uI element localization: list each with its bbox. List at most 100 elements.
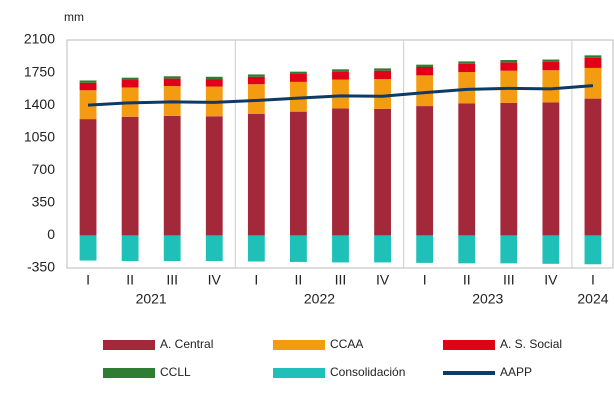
x-tick-label: III [166, 272, 178, 288]
group-label: 2024 [577, 291, 608, 307]
bar-segment [500, 102, 518, 236]
bar-segment [332, 235, 349, 263]
bar-segment [416, 106, 434, 236]
y-tick-label: -350 [27, 259, 55, 275]
bar-segment [290, 235, 307, 262]
bar-segment [500, 60, 518, 63]
bar-segment [458, 72, 476, 104]
bar-segment [542, 70, 560, 103]
bar-segment [79, 82, 97, 91]
bar-segment [500, 62, 518, 71]
bar-segment [163, 76, 181, 79]
bar-segment [121, 77, 139, 81]
group-label: 2021 [136, 291, 167, 307]
bar-segment [205, 79, 223, 87]
bar-segment [121, 116, 139, 236]
legend-label: CCLL [160, 365, 191, 379]
bar-segment [374, 235, 391, 263]
bar-segment [205, 76, 223, 80]
bar-segment [374, 79, 391, 109]
legend-label: A. S. Social [500, 337, 562, 351]
legend-label: CCAA [330, 337, 363, 351]
y-unit: mm [64, 10, 84, 24]
x-tick-label: I [423, 272, 427, 288]
bar-segment [542, 59, 560, 62]
x-tick-label: III [335, 272, 347, 288]
x-tick-label: III [503, 272, 515, 288]
bar-segment [416, 235, 434, 263]
y-tick-label: 1400 [24, 96, 55, 112]
bar-segment [584, 235, 602, 265]
legend-swatch [273, 368, 325, 378]
bar-segment [416, 66, 434, 76]
legend-swatch [103, 340, 155, 350]
legend-label: AAPP [500, 365, 532, 379]
group-label: 2023 [472, 291, 503, 307]
x-tick-label: I [591, 272, 595, 288]
legend-swatch [443, 371, 495, 375]
bar-segment [458, 103, 476, 236]
bar-segment [205, 116, 223, 236]
bar-segment [458, 63, 476, 73]
bar-segment [374, 108, 391, 236]
y-tick-label: 2100 [24, 31, 55, 47]
bar-segment [163, 115, 181, 236]
legend-label: A. Central [160, 337, 213, 351]
bar-segment [290, 71, 307, 74]
bar-segment [374, 68, 391, 71]
bar-segment [205, 235, 223, 262]
bar-segment [584, 98, 602, 236]
bar-segment [500, 70, 518, 103]
y-tick-label: 700 [32, 161, 56, 177]
legend-swatch [103, 368, 155, 378]
bar-segment [374, 70, 391, 80]
x-tick-label: I [254, 272, 258, 288]
x-tick-label: IV [208, 272, 222, 288]
bar-segment [416, 75, 434, 107]
bar-segment [332, 71, 349, 80]
bar-segment [500, 235, 518, 264]
bar-segment [290, 111, 307, 236]
bar-segment [247, 235, 265, 262]
bar-segment [458, 61, 476, 64]
y-tick-label: 0 [47, 226, 55, 242]
bar-segment [163, 78, 181, 87]
x-tick-label: I [86, 272, 90, 288]
bar-segment [416, 64, 434, 67]
bar-segment [584, 55, 602, 58]
legend-swatch [273, 340, 325, 350]
group-label: 2022 [304, 291, 335, 307]
legend-swatch [443, 340, 495, 350]
bar-segment [584, 57, 602, 68]
bar-segment [247, 76, 265, 85]
bar-segment [458, 235, 476, 264]
bar-segment [79, 235, 97, 261]
x-tick-label: II [295, 272, 303, 288]
x-tick-label: IV [544, 272, 558, 288]
line-series [87, 84, 594, 107]
bar-segment [121, 80, 139, 88]
y-tick-label: 350 [32, 194, 56, 210]
bar-segment [79, 80, 97, 83]
bar-segment [163, 235, 181, 262]
bar-segment [290, 73, 307, 82]
x-tick-label: II [126, 272, 134, 288]
x-tick-label: IV [376, 272, 390, 288]
bar-segment [332, 79, 349, 109]
bar-segment [247, 113, 265, 236]
bar-segment [542, 61, 560, 71]
bar-segment [121, 235, 139, 262]
bar-segment [247, 74, 265, 77]
bar-segment [79, 119, 97, 236]
bar-segment [584, 67, 602, 99]
plot-frame [66, 39, 614, 269]
legend-label: Consolidación [330, 365, 405, 379]
bar-segment [332, 108, 349, 236]
bar-segment [542, 235, 560, 264]
bar-segment [332, 69, 349, 72]
y-tick-label: 1750 [24, 63, 55, 79]
y-tick-label: 1050 [24, 128, 55, 144]
x-tick-label: II [463, 272, 471, 288]
bar-segment [542, 102, 560, 236]
